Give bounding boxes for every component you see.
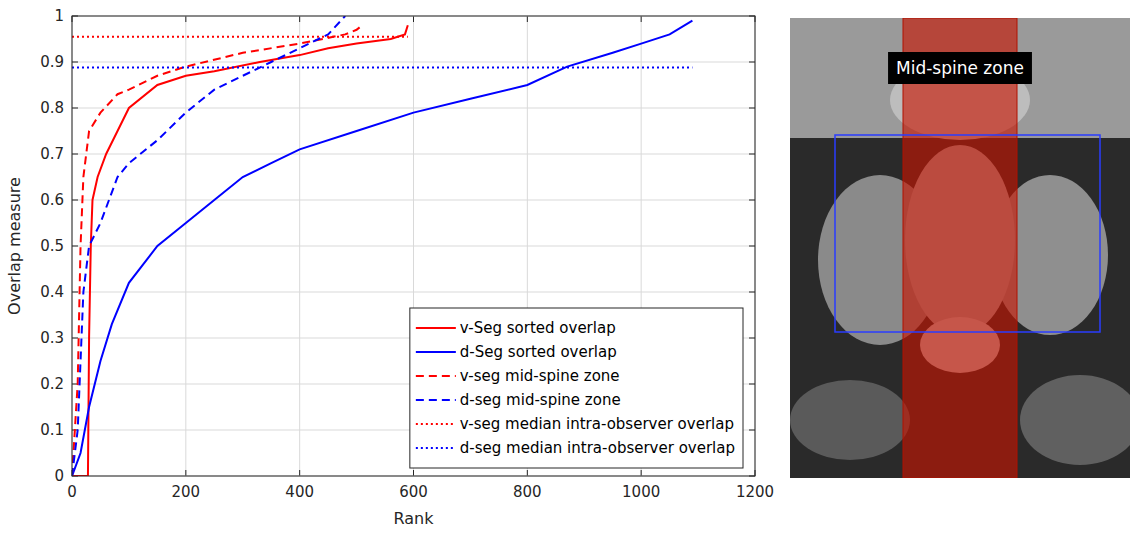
tick-label: 1 bbox=[54, 7, 64, 25]
legend-swatch bbox=[416, 327, 456, 329]
tick bbox=[72, 246, 78, 247]
tick-label: 0.9 bbox=[40, 53, 64, 71]
tick bbox=[72, 154, 78, 155]
tick bbox=[72, 338, 78, 339]
tick bbox=[641, 16, 642, 22]
tick bbox=[413, 16, 414, 22]
image-label: Mid-spine zone bbox=[896, 58, 1024, 78]
series-line bbox=[72, 25, 408, 476]
tick bbox=[299, 470, 300, 476]
tick-label: 800 bbox=[513, 483, 542, 501]
tick bbox=[749, 338, 755, 339]
legend-swatch bbox=[416, 375, 456, 377]
legend: v-Seg sorted overlap d-Seg sorted overlap… bbox=[410, 308, 743, 468]
tick-label: 0 bbox=[67, 483, 77, 501]
tick-label: 0.5 bbox=[40, 237, 64, 255]
legend-swatch bbox=[416, 447, 456, 449]
tick-label: 0.7 bbox=[40, 145, 64, 163]
tick-label: 0.8 bbox=[40, 99, 64, 117]
tick bbox=[527, 470, 528, 476]
tick bbox=[641, 470, 642, 476]
tick bbox=[299, 16, 300, 22]
roi-box bbox=[835, 135, 1100, 332]
tick-label: 0.2 bbox=[40, 375, 64, 393]
image-region bbox=[1020, 375, 1130, 465]
grid-line bbox=[72, 292, 755, 293]
legend-label: d-seg median intra-observer overlap bbox=[460, 439, 735, 457]
tick-label: 600 bbox=[399, 483, 428, 501]
series-line bbox=[72, 36, 408, 38]
legend-label: v-seg median intra-observer overlap bbox=[460, 415, 734, 433]
figure: 0 200 400 600 800 1000 1200 0 0.1 0.2 0.3 0.4 0.5 0.6… bbox=[0, 0, 1131, 536]
legend-label: d-seg mid-spine zone bbox=[460, 391, 621, 409]
tick-label: 1200 bbox=[736, 483, 774, 501]
y-axis-title: Overlap measure bbox=[5, 177, 24, 315]
tick bbox=[749, 200, 755, 201]
tick bbox=[749, 62, 755, 63]
legend-label: v-Seg sorted overlap bbox=[460, 319, 616, 337]
series-group bbox=[72, 16, 692, 476]
tick-label: 0 bbox=[54, 467, 64, 485]
grid-line bbox=[72, 62, 755, 63]
mid-spine-band bbox=[903, 18, 1017, 478]
grid-line bbox=[72, 108, 755, 109]
tick-label: 200 bbox=[172, 483, 201, 501]
tick-label: 0.6 bbox=[40, 191, 64, 209]
tick bbox=[749, 108, 755, 109]
image-region bbox=[790, 380, 910, 460]
axes: 0 200 400 600 800 1000 1200 0 0.1 0.2 0.3 0.4 0.5 0.6… bbox=[40, 7, 774, 501]
legend-swatch bbox=[416, 351, 456, 353]
series-line bbox=[72, 16, 345, 476]
plot-background bbox=[72, 16, 755, 476]
tick bbox=[749, 246, 755, 247]
legend-label: d-Seg sorted overlap bbox=[460, 343, 617, 361]
tick bbox=[185, 470, 186, 476]
x-axis-title: Rank bbox=[394, 509, 435, 528]
tick bbox=[527, 16, 528, 22]
tick-label: 400 bbox=[285, 483, 314, 501]
legend-swatch bbox=[416, 399, 456, 401]
image-label-background bbox=[888, 52, 1032, 84]
tick-label: 0.3 bbox=[40, 329, 64, 347]
plot-frame bbox=[72, 16, 755, 476]
tick bbox=[413, 470, 414, 476]
tick bbox=[749, 292, 755, 293]
tick bbox=[72, 292, 78, 293]
legend-box bbox=[410, 308, 743, 468]
tick bbox=[749, 430, 755, 431]
tick-label: 1000 bbox=[622, 483, 660, 501]
legend-swatch bbox=[416, 423, 456, 425]
grid-line bbox=[72, 246, 755, 247]
image-panel bbox=[790, 18, 1131, 478]
series-line bbox=[72, 21, 692, 476]
tick bbox=[72, 200, 78, 201]
tick-label: 0.4 bbox=[40, 283, 64, 301]
series-line bbox=[72, 25, 362, 476]
legend-label: v-seg mid-spine zone bbox=[460, 367, 620, 385]
series-line bbox=[72, 67, 692, 69]
tick bbox=[749, 154, 755, 155]
grid-line bbox=[72, 154, 755, 155]
grid-line bbox=[72, 200, 755, 201]
tick bbox=[72, 62, 78, 63]
tick bbox=[185, 16, 186, 22]
image-content bbox=[790, 18, 1130, 478]
tick-label: 0.1 bbox=[40, 421, 64, 439]
tick bbox=[749, 384, 755, 385]
tick bbox=[72, 108, 78, 109]
